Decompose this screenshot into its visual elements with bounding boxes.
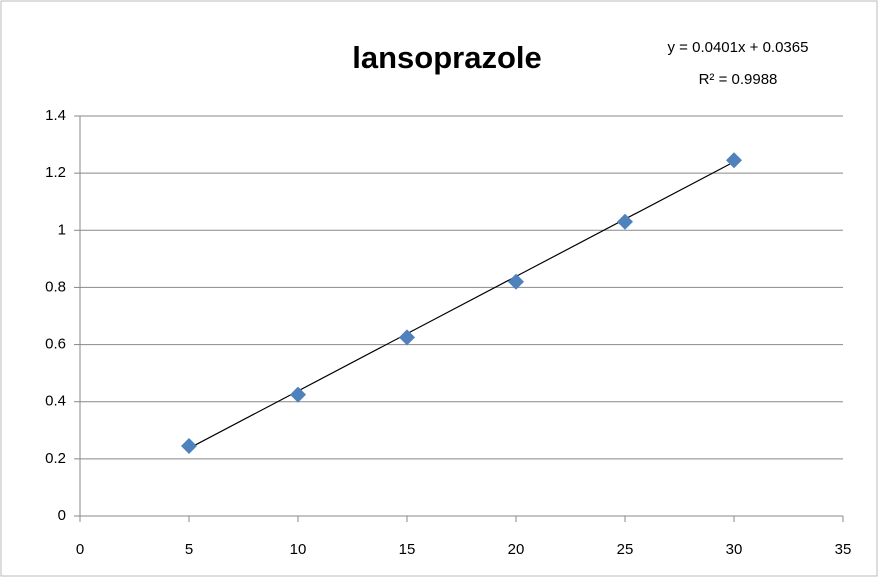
data-point <box>399 329 415 346</box>
x-tick-label: 10 <box>290 541 307 558</box>
x-tick-label: 20 <box>508 541 525 558</box>
y-tick-label: 0 <box>58 507 66 524</box>
y-tick-label: 0.4 <box>45 393 66 410</box>
trendline-equation: y = 0.0401x + 0.0365 <box>668 39 809 56</box>
y-tick-label: 0.8 <box>45 278 66 295</box>
y-tick-label: 1 <box>58 221 66 238</box>
y-tick-label: 1.2 <box>45 164 66 181</box>
y-tick-label: 1.4 <box>45 107 66 124</box>
data-point <box>181 438 197 454</box>
data-point <box>726 152 742 169</box>
chart-title: lansoprazole <box>352 40 542 75</box>
y-tick-label: 0.6 <box>45 336 66 353</box>
data-point <box>290 386 306 403</box>
x-tick-label: 25 <box>617 541 634 558</box>
data-point <box>508 273 524 290</box>
trendline <box>188 161 735 449</box>
data-point <box>617 213 633 230</box>
x-tick-label: 30 <box>726 541 743 558</box>
y-tick-label: 0.2 <box>45 450 66 467</box>
r-squared: R² = 0.9988 <box>699 71 778 88</box>
x-tick-label: 35 <box>835 541 852 558</box>
x-tick-label: 0 <box>76 541 84 558</box>
x-tick-label: 5 <box>185 541 193 558</box>
x-tick-label: 15 <box>399 541 416 558</box>
